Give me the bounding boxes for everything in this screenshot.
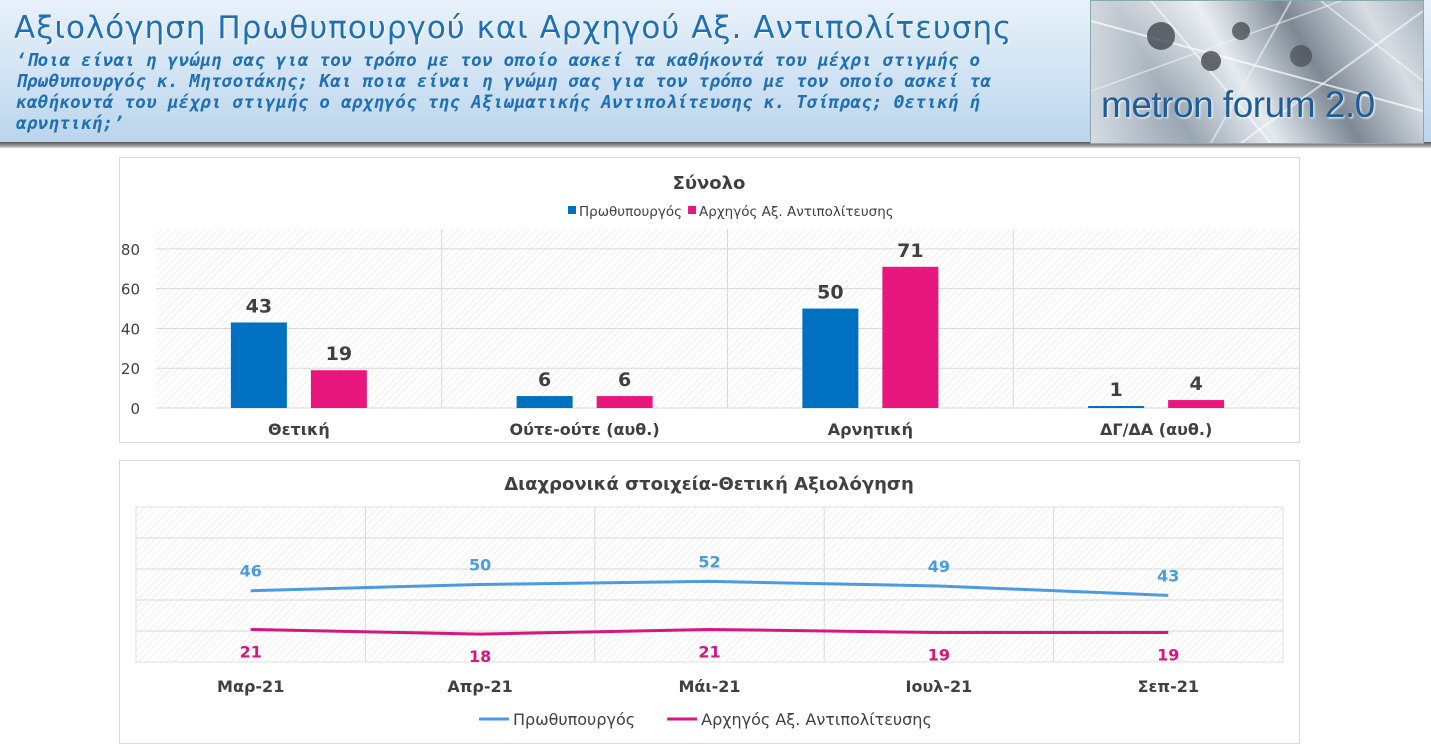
line-x-tick-label: Σεπ-21 [1138,677,1199,696]
line-value-label: 49 [928,557,950,576]
pm-series-line [250,579,1169,597]
line-legend-label: Πρωθυπουργός [513,710,635,729]
bar-category-label: Θετική [268,420,330,439]
line-value-label: 50 [469,556,491,575]
page-title: Αξιολόγηση Πρωθυπουργού και Αρχηγού Αξ. … [14,10,1013,46]
bar-value-label: 1 [1110,379,1123,401]
bar-value-label: 6 [538,369,551,391]
line-x-tick-label: Μάι-21 [678,677,740,696]
logo-background-icon [1091,1,1423,143]
line-value-label: 43 [1157,566,1179,585]
line-legend-label: Αρχηγός Αξ. Αντιπολίτευσης [701,710,932,729]
line-value-label: 21 [240,642,262,661]
line-value-label: 21 [698,642,720,661]
bar-category-label: ΔΓ/ΔΑ (αυθ.) [1100,420,1212,439]
line-value-label: 46 [240,562,262,581]
header-divider [0,142,1431,148]
line-value-label: 19 [1157,646,1179,665]
bar-legend-swatch [688,206,697,214]
bar-y-tick-label: 40 [121,320,140,338]
bar-mark [802,308,859,408]
bar-chart: Σύνολο 0 20 40 60 80 Πρωθυπουργός Αρχηγός Αξ.… [121,173,1299,439]
bar-chart-panel: Σύνολο 0 20 40 60 80 Πρωθυπουργός Αρχηγός Αξ.… [119,157,1300,443]
bar-mark [230,322,287,408]
bar-mark [596,396,653,408]
line-plot-area [135,506,1284,663]
line-x-tick-label: Ιουλ-21 [906,677,973,696]
line-x-tick-label: Μαρ-21 [217,677,284,696]
bar-legend-label: Αρχηγός Αξ. Αντιπολίτευσης [699,204,894,220]
opposition-series-line [250,627,1169,636]
bar-value-label: 43 [246,295,272,317]
bar-category-label: Αρνητική [828,420,913,439]
line-chart: Διαχρονικά στοιχεία-Θετική Αξιολόγηση Μα… [135,474,1284,729]
metron-forum-logo: metron forum 2.0 [1090,0,1424,144]
logo-text: metron forum 2.0 [1101,84,1375,125]
survey-question: ‘Ποια είναι η γνώμη σας για τον τρόπο με… [16,51,992,134]
line-x-tick-label: Απρ-21 [447,677,512,696]
bar-chart-title: Σύνολο [673,173,746,194]
bar-category-label: Ούτε-ούτε (αυθ.) [510,420,660,439]
bar-y-tick-label: 80 [121,241,140,259]
bar-legend-label: Πρωθυπουργός [579,204,682,220]
bar-value-label: 19 [326,343,352,365]
bar-value-label: 4 [1190,373,1203,395]
bar-mark [310,370,367,408]
bar-value-label: 71 [897,240,923,262]
bar-mark [516,396,573,408]
bar-value-label: 50 [817,282,843,304]
line-chart-panel: Διαχρονικά στοιχεία-Θετική Αξιολόγηση Μα… [119,460,1300,744]
bar-mark [882,266,939,408]
line-chart-title: Διαχρονικά στοιχεία-Θετική Αξιολόγηση [504,474,914,495]
bar-mark [1168,400,1225,408]
bar-mark [1088,406,1145,408]
line-value-label: 18 [469,647,491,666]
bar-legend-swatch [568,206,576,214]
bar-y-tick-label: 20 [121,360,140,378]
bar-y-tick-label: 0 [130,400,140,418]
line-value-label: 19 [928,646,950,665]
bar-value-label: 6 [618,369,631,391]
line-value-label: 52 [698,552,720,571]
bar-y-tick-label: 60 [121,281,140,299]
